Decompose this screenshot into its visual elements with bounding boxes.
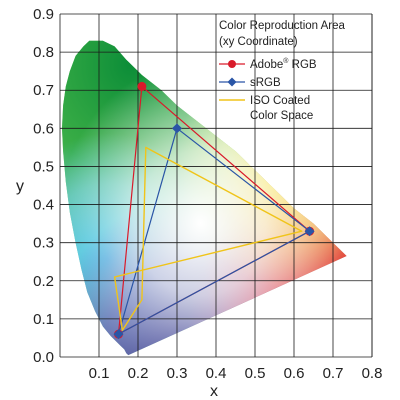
legend-iso-label-line1: ISO Coated [250,95,310,107]
y-tick-label: 0.6 [33,120,54,137]
y-tick-label: 0.1 [33,311,54,328]
x-tick-label: 0.5 [245,365,266,382]
y-tick-label: 0.9 [33,6,54,23]
series-srgb-point [304,226,315,237]
legend-srgb-label: sRGB [250,77,281,89]
legend-adobe-rgb-marker [228,60,236,68]
legend-srgb-marker [227,77,237,87]
series-iso-coated-color-space-outline [113,146,303,331]
x-tick-label: 0.6 [284,365,305,382]
series-srgb-outline [117,127,311,335]
x-axis-ticks: 0.1 0.2 0.3 0.4 0.5 0.6 0.7 0.8 [89,365,383,382]
x-tick-label: 0.3 [167,365,188,382]
y-tick-label: 0.7 [33,82,54,99]
y-axis-label: y [16,178,24,195]
series-srgb-point [172,123,182,134]
legend: Color Reproduction Area (xy Coordinate) … [219,20,346,122]
y-tick-label: 0.5 [33,158,54,175]
x-tick-label: 0.4 [206,365,227,382]
series-iso-coated-color-space [113,146,303,331]
legend-title-line1: Color Reproduction Area [219,20,346,32]
x-tick-label: 0.1 [89,365,110,382]
legend-iso-label-line2: Color Space [250,110,313,122]
y-tick-label: 0.8 [33,44,54,61]
gamut-series [113,81,315,340]
x-tick-label: 0.8 [362,365,383,382]
x-axis-label: x [210,383,218,400]
legend-title-line2: (xy Coordinate) [219,36,298,48]
y-axis-ticks: 0.0 0.1 0.2 0.3 0.4 0.5 0.6 0.7 0.8 0.9 [33,6,54,366]
x-tick-label: 0.2 [128,365,149,382]
x-tick-label: 0.7 [323,365,344,382]
y-tick-label: 0.2 [33,273,54,290]
legend-adobe-rgb-label: Adobe® RGB [250,57,317,71]
series-srgb [113,123,315,340]
series-adobe-rgb-point [137,81,147,91]
y-tick-label: 0.0 [33,349,54,366]
series-srgb-point [113,329,124,340]
spectral-locus-area [62,40,347,356]
y-tick-label: 0.4 [33,197,54,214]
y-tick-label: 0.3 [33,235,54,252]
